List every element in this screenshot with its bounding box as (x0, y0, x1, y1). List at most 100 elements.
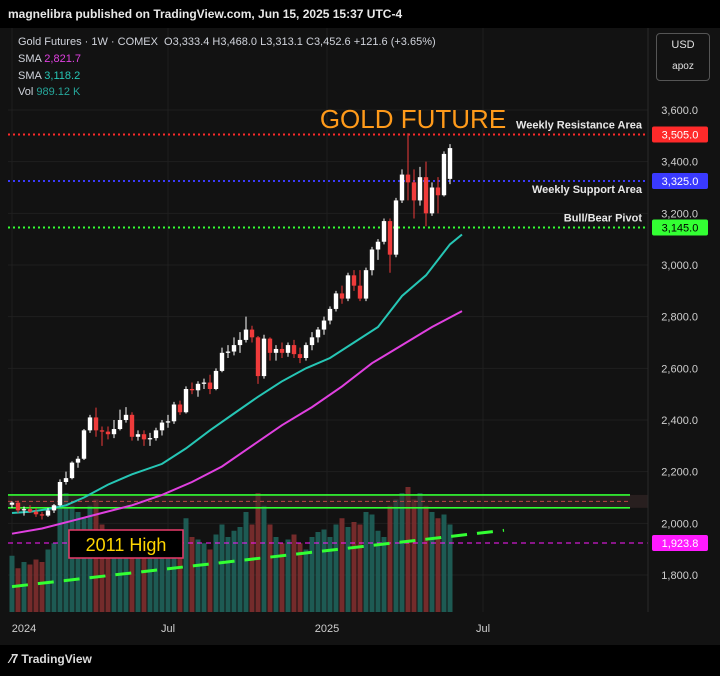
volume-bar (171, 537, 177, 612)
candle-body (345, 275, 351, 299)
volume-bar (291, 534, 297, 612)
sma-slow-line (11, 310, 463, 535)
volume-bar (369, 514, 375, 612)
candle-body (15, 502, 21, 511)
candle-body (99, 430, 105, 432)
volume-bar (297, 543, 303, 612)
candle-body (93, 417, 99, 431)
footer-bar (0, 645, 720, 676)
volume-bar (279, 543, 285, 612)
volume-bar (81, 518, 87, 612)
candle-body (141, 434, 147, 440)
price-chart[interactable]: 1,800.0 2,000.0 2,200.0 2,400.0 2,600.0 2,800… (0, 28, 720, 645)
y-tick-label: 3,400.0 (661, 157, 698, 169)
candle-body (111, 429, 117, 435)
legend-sma-slow[interactable]: SMA 2,821.7 (18, 53, 81, 65)
legend-symbol[interactable]: Gold Futures · 1W · COMEX (18, 36, 158, 48)
candle-body (195, 383, 201, 391)
candle-body (51, 505, 57, 511)
tradingview-brand: TradingView (21, 652, 92, 666)
candle-body (405, 174, 411, 183)
volume-bar (333, 524, 339, 612)
level-price-label: 3,505.0 (662, 130, 699, 142)
candle-body (213, 370, 219, 389)
candle-body (57, 482, 63, 506)
legend-sma-fast[interactable]: SMA 3,118.2 (18, 70, 80, 82)
candle-body (63, 478, 69, 482)
currency-selector[interactable]: USD apoz (656, 33, 710, 81)
candle-body (159, 422, 165, 431)
candle-body (291, 345, 297, 355)
volume-bar (117, 543, 123, 612)
candle-body (303, 345, 309, 358)
volume-bar (249, 524, 255, 612)
volume-bar (393, 499, 399, 612)
candle-body (177, 404, 183, 413)
level-price-box (652, 535, 708, 552)
legend-high-label: H (212, 36, 221, 48)
y-tick-label: 2,800.0 (661, 312, 698, 324)
candle-body (447, 148, 453, 179)
volume-bar (315, 532, 321, 612)
candle-body (423, 177, 429, 214)
volume-bar (69, 505, 75, 612)
tradingview-logo[interactable]: ⁄7 TradingView (10, 651, 92, 666)
volume-bar (45, 549, 51, 612)
volume-bar (375, 530, 381, 612)
y-tick-label: 3,200.0 (661, 208, 698, 220)
legend-low-value: 3,313.1 (266, 36, 303, 48)
candle-body (237, 339, 243, 346)
volume-bar (411, 499, 417, 612)
candle-body (129, 414, 135, 437)
legend-volume[interactable]: Vol 989.12 K (18, 86, 80, 98)
y-tick-label: 2,000.0 (661, 518, 698, 530)
candle-body (219, 352, 225, 371)
candle-body (165, 421, 171, 423)
candle-body (435, 187, 441, 196)
volume-bar (195, 539, 201, 612)
tradingview-mark-icon: ⁄7 (10, 651, 18, 666)
volume-bar (321, 529, 327, 612)
currency-sub: apoz (672, 61, 694, 72)
volume-bar (141, 543, 147, 612)
volume-bar (153, 539, 159, 612)
volume-bar (207, 549, 213, 612)
currency-unit: USD (671, 39, 695, 51)
candle-body (267, 338, 273, 353)
chart-title: GOLD FUTURE (320, 104, 506, 134)
volume-bar (303, 549, 309, 612)
price-axis-bg (648, 28, 720, 645)
candle-body (135, 434, 141, 437)
volume-bar (447, 524, 453, 612)
volume-bar (135, 534, 141, 612)
volume-bar (201, 543, 207, 612)
candle-body (75, 458, 81, 463)
volume-bar (51, 543, 57, 612)
candle-body (81, 430, 87, 459)
volume-bar (159, 532, 165, 612)
legend-open-label: O (164, 36, 173, 48)
candle-body (309, 337, 315, 346)
candle-body (333, 293, 339, 309)
candle-body (27, 509, 33, 512)
level-price-box (652, 126, 708, 143)
candle-body (375, 241, 381, 250)
y-tick-label: 2,600.0 (661, 363, 698, 375)
candle-body (429, 187, 435, 214)
candle-body (387, 221, 393, 255)
candle-body (153, 430, 159, 439)
volume-bar (261, 505, 267, 612)
legend-sma-slow-value: 2,821.7 (44, 53, 81, 65)
candle-body (321, 320, 327, 330)
x-tick-label: 2024 (12, 623, 36, 635)
candle-body (147, 438, 153, 440)
volume-bar (255, 493, 261, 612)
candle-body (441, 153, 447, 196)
volume-bar (429, 512, 435, 612)
candle-body (243, 329, 249, 340)
candle-body (411, 182, 417, 201)
candle-body (279, 348, 285, 353)
trendline (11, 528, 505, 589)
legend-sma-fast-value: 3,118.2 (44, 70, 81, 82)
volume-bar (345, 527, 351, 612)
